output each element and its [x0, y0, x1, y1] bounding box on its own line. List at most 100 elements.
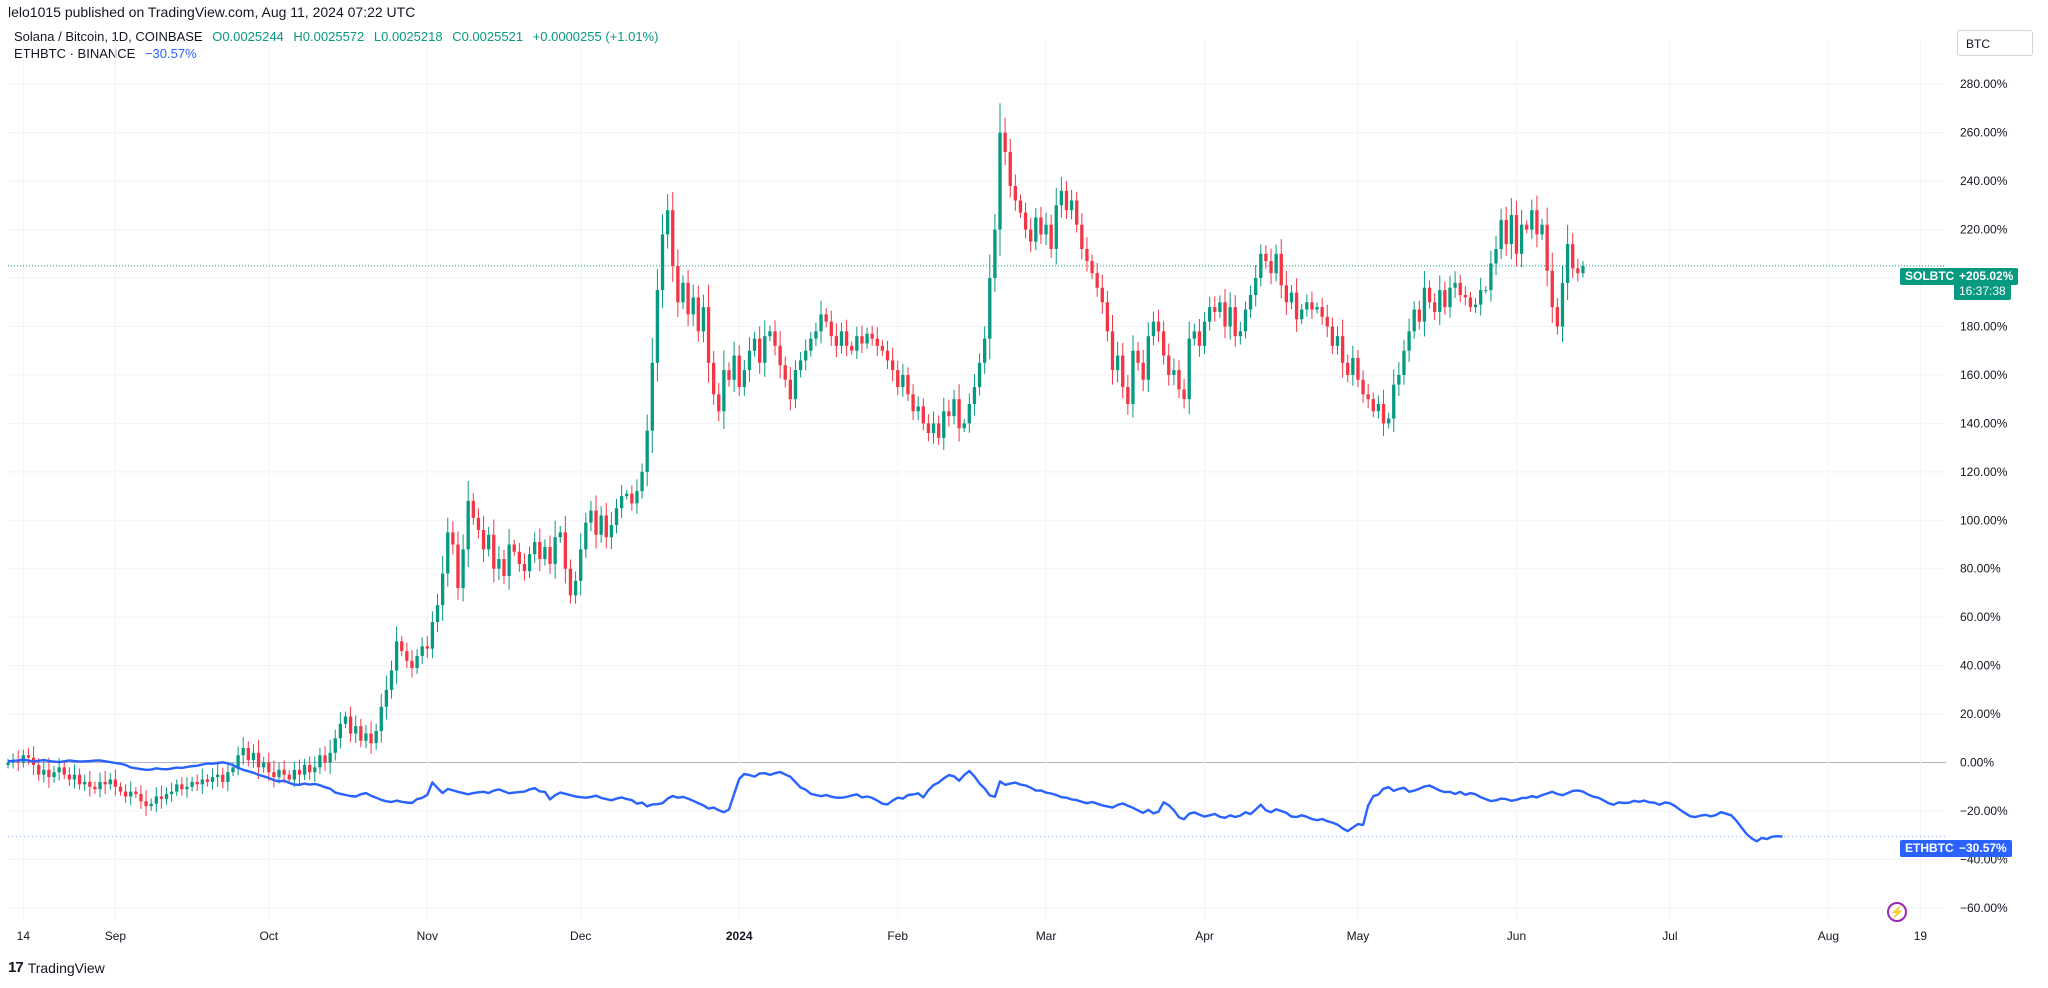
candle-body — [1279, 253, 1283, 286]
candle-body — [1448, 287, 1452, 308]
candle-body — [1228, 307, 1232, 327]
candle-body — [123, 791, 128, 797]
candle-body — [277, 769, 281, 778]
candle-body — [1381, 404, 1386, 424]
candle-body — [215, 774, 220, 778]
candle-body — [1029, 229, 1033, 242]
candle-body — [1182, 389, 1186, 400]
compare-symbol-label: ETHBTC · BINANCE — [14, 46, 136, 61]
candle-body — [1294, 292, 1299, 320]
candle-body — [108, 779, 112, 785]
high-value: H0.0025572 — [293, 29, 365, 44]
candle-body — [512, 544, 516, 552]
candle-body — [1565, 244, 1570, 283]
compare-series-legend[interactable]: ETHBTC · BINANCE −30.57% — [14, 46, 197, 61]
candle-body — [911, 394, 915, 412]
candle-body — [492, 534, 496, 569]
x-tick-label: 2024 — [726, 929, 753, 943]
candle-body — [517, 551, 522, 564]
x-tick-label: 19 — [1914, 929, 1928, 943]
candle-body — [1407, 331, 1411, 351]
candle-body — [67, 774, 72, 780]
candle-body — [655, 290, 660, 363]
candle-body — [1376, 404, 1381, 412]
candle-body — [1110, 331, 1115, 371]
x-tick-label: Jun — [1507, 929, 1526, 943]
candle-body — [1044, 224, 1048, 235]
y-tick-label: −60.00% — [1960, 901, 2008, 915]
candle-body — [502, 559, 506, 576]
ethbtc-name-tag: ETHBTC — [1900, 840, 1959, 857]
candle-body — [921, 406, 925, 424]
candle-body — [175, 784, 179, 792]
candle-body — [507, 544, 511, 576]
candle-body — [1514, 215, 1519, 254]
candle-body — [1525, 224, 1529, 230]
candle-body — [717, 394, 721, 412]
currency-button[interactable]: BTC — [1957, 30, 2033, 56]
candle-body — [609, 525, 614, 538]
candle-body — [798, 360, 803, 371]
candle-body — [343, 716, 348, 724]
candle-body — [354, 726, 358, 734]
candle-body — [52, 772, 56, 778]
candle-body — [1121, 355, 1125, 388]
compare-value: −30.57% — [144, 46, 197, 61]
candle-body — [1064, 190, 1069, 211]
candle-body — [1131, 350, 1135, 404]
candle-body — [804, 350, 808, 361]
candle-body — [226, 772, 230, 782]
candle-body — [839, 331, 844, 346]
candle-body — [727, 370, 731, 380]
candle-body — [916, 406, 920, 412]
candle-body — [977, 362, 982, 388]
candle-body — [297, 769, 302, 775]
candle-body — [706, 307, 711, 363]
candle-body — [400, 641, 404, 652]
change-value: +0.0000255 (+1.01%) — [532, 29, 659, 44]
candle-body — [972, 387, 977, 404]
candle-body — [1289, 292, 1294, 303]
ethbtc-value-tag: −30.57% — [1954, 840, 2012, 857]
candle-body — [926, 423, 931, 434]
candle-body — [1504, 219, 1508, 245]
y-tick-label: 20.00% — [1960, 707, 2001, 721]
candle-body — [548, 546, 552, 564]
y-tick-label: 120.00% — [1960, 465, 2008, 479]
candle-body — [476, 517, 481, 530]
candle-body — [430, 622, 435, 649]
x-tick-label: Dec — [570, 929, 591, 943]
candle-body — [947, 411, 951, 417]
candle-body — [1310, 302, 1314, 310]
tradingview-logo[interactable]: 17 TradingView — [8, 959, 105, 976]
candle-body — [1059, 190, 1064, 206]
candle-body — [302, 764, 307, 775]
candle-body — [701, 307, 706, 332]
candle-body — [164, 794, 169, 799]
candle-body — [410, 660, 414, 669]
ethbtc-line-layer — [7, 758, 1946, 843]
candle-body — [497, 559, 501, 569]
candle-body — [149, 803, 153, 807]
candle-body — [952, 399, 956, 417]
candle-body — [1330, 326, 1335, 346]
candle-body — [1458, 282, 1462, 295]
candle-body — [1346, 362, 1350, 375]
main-series-legend[interactable]: Solana / Bitcoin, 1D, COINBASE O0.002524… — [14, 29, 658, 44]
candle-body — [533, 542, 537, 555]
x-tick-label: Apr — [1195, 929, 1214, 943]
candle-body — [1427, 287, 1432, 303]
candle-body — [686, 282, 690, 315]
candle-body — [1560, 282, 1565, 327]
candle-body — [210, 777, 215, 782]
candle-body — [1325, 316, 1329, 327]
candle-body — [880, 345, 885, 351]
candle-body — [1335, 336, 1340, 346]
candle-body — [1095, 273, 1099, 288]
flash-icon[interactable]: ⚡ — [1887, 902, 1907, 922]
candle-layer — [6, 103, 1585, 816]
candle-body — [1003, 132, 1007, 153]
candle-body — [942, 411, 946, 438]
candle-body — [1361, 379, 1365, 395]
